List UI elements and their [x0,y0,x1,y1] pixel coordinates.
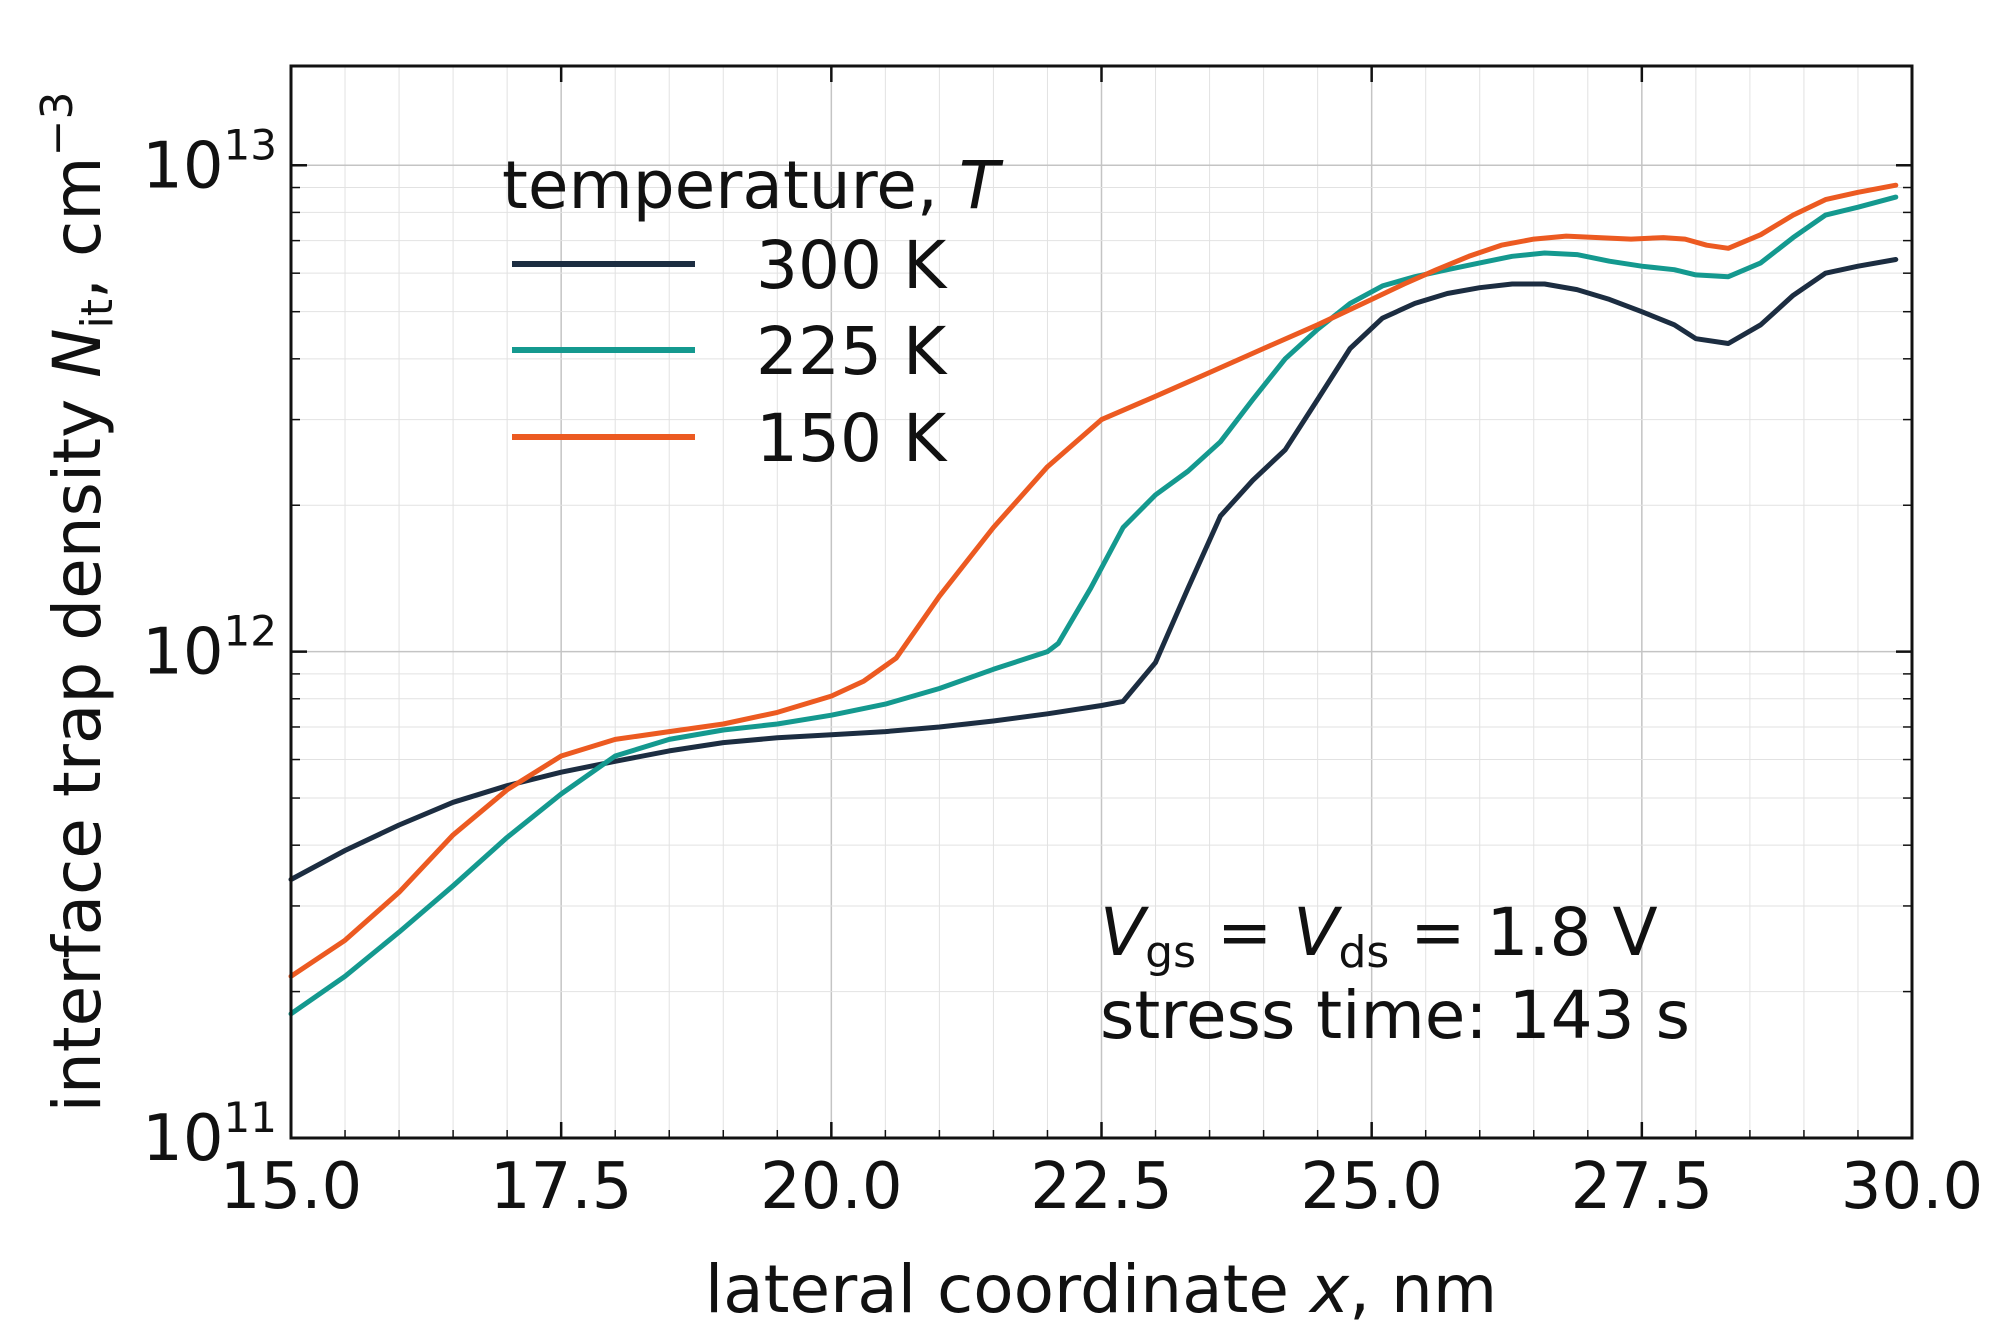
legend-label-225k: 225 K [756,313,948,390]
legend-title: temperature, T [502,147,1004,224]
legend: temperature, T 300 K 225 K 150 K [502,147,1004,477]
x-axis-label-var: x [1308,1251,1350,1328]
x-tick-label: 17.5 [490,1150,633,1224]
grid [290,66,1913,1139]
y-tick-label-base: 10 [142,1102,223,1176]
legend-title-text: temperature, [502,147,959,224]
y-axis-label-unit: , cm [39,156,116,299]
y-tick-label-base: 10 [142,129,223,203]
ticks [289,66,1914,1140]
y-axis-label: interface trap density Nit, cm−3 [32,92,123,1113]
x-tick-label: 22.5 [1030,1150,1173,1224]
annotation-eq1: = [1196,894,1293,971]
x-axis-label: lateral coordinate x, nm [705,1251,1497,1328]
y-tick-label-exponent: 12 [224,607,277,656]
y-tick-label-exponent: 13 [224,120,277,169]
y-tick-label: 1011 [142,1093,277,1176]
legend-label-150k: 150 K [756,400,948,477]
y-axis-label-exp: −3 [32,92,83,157]
y-tick-label: 1013 [142,120,277,203]
series-group [288,182,1899,1017]
y-tick-label-exponent: 11 [224,1093,277,1142]
y-axis-label-text: interface trap density [39,378,116,1113]
legend-label-300k: 300 K [756,227,948,304]
annotation-voltage: Vgs = Vds = 1.8 V [1100,894,1658,978]
x-tick-label: 30.0 [1841,1150,1984,1224]
x-tick-label: 15.0 [220,1150,363,1224]
series-line-150k [288,182,1899,979]
y-axis-label-var: N [39,328,116,377]
annotation-v2-sub: ds [1338,927,1389,978]
y-axis-label-sub: it [72,299,123,328]
annotation-eq2: = 1.8 V [1389,894,1657,971]
x-axis-label-text: lateral coordinate [705,1251,1310,1328]
y-tick-label-base: 10 [142,616,223,690]
annotation-stress-time: stress time: 143 s [1100,977,1690,1054]
annotation-v1-sub: gs [1145,927,1196,978]
annotation-v2: V [1293,894,1342,971]
annotation: Vgs = Vds = 1.8 V stress time: 143 s [1100,894,1690,1054]
series-line-225k [288,194,1899,1017]
x-tick-label: 25.0 [1300,1150,1443,1224]
annotation-v1: V [1100,894,1149,971]
x-tick-label: 20.0 [760,1150,903,1224]
series-line-300k [288,257,1899,882]
y-tick-label: 1012 [142,607,277,690]
x-axis-label-unit: , nm [1349,1251,1497,1328]
x-tick-label: 27.5 [1571,1150,1714,1224]
legend-title-var: T [959,147,1004,224]
